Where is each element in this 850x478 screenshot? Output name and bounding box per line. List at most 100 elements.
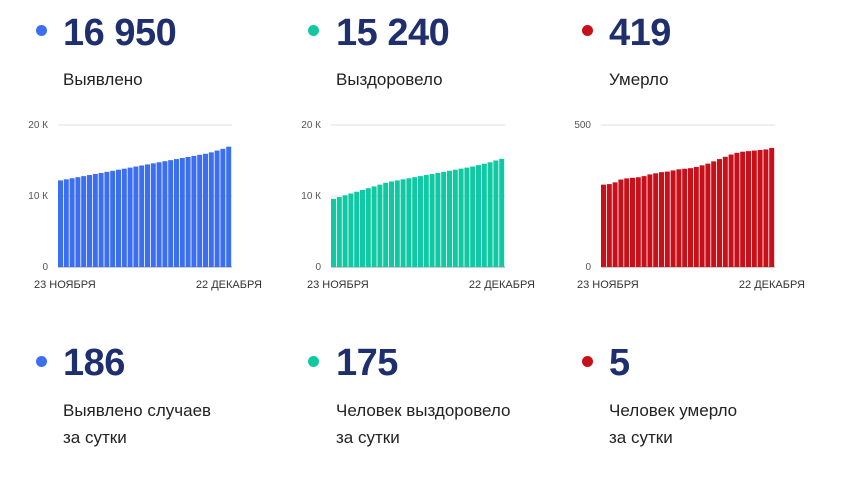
bar (612, 182, 618, 267)
bar (722, 156, 728, 267)
x-start-label: 23 НОЯБРЯ (307, 279, 369, 291)
bar (342, 195, 348, 267)
bar (606, 184, 612, 267)
bar (360, 189, 365, 267)
bar (63, 179, 69, 267)
bar (635, 177, 641, 267)
bar (168, 160, 174, 267)
bar (162, 161, 168, 267)
bar (452, 169, 458, 267)
bar (458, 168, 464, 267)
recovered-total: 15 240 (336, 12, 450, 54)
y-tick-label: 500 (574, 120, 591, 131)
y-tick-label: 20 К (28, 120, 48, 131)
bar (746, 151, 751, 267)
bar (98, 172, 104, 267)
bar (728, 154, 734, 267)
bar (618, 179, 624, 267)
x-end-label: 22 ДЕКАБРЯ (469, 279, 535, 291)
bar (69, 178, 75, 267)
recovered-label: Выздоровело (336, 70, 443, 89)
bar (116, 169, 121, 267)
bar (641, 176, 647, 267)
bar (470, 166, 476, 267)
died-total: 419 (609, 12, 671, 54)
x-end-label: 22 ДЕКАБРЯ (739, 279, 805, 291)
daily-died-value: 5 (609, 342, 630, 384)
bar (383, 182, 389, 267)
bar (174, 159, 179, 267)
bar (400, 179, 406, 267)
bar (406, 178, 412, 267)
daily-recovered-value: 175 (336, 342, 398, 384)
teal-dot-icon (308, 25, 319, 36)
bar (481, 163, 487, 267)
bar (133, 166, 139, 267)
bar (87, 175, 92, 267)
bar (75, 177, 81, 267)
bar (624, 178, 630, 267)
bar (139, 165, 145, 267)
x-start-label: 23 НОЯБРЯ (34, 279, 96, 291)
bar (371, 186, 377, 267)
bar (203, 153, 208, 267)
bar (220, 148, 226, 267)
blue-dot-icon (36, 25, 47, 36)
daily-died-label-2: за сутки (609, 428, 673, 447)
bar (447, 170, 452, 267)
bar (179, 158, 185, 267)
bar (647, 174, 653, 267)
bar (110, 170, 116, 267)
bar (336, 197, 342, 267)
bar (348, 193, 354, 267)
bar (121, 168, 127, 267)
red-dot-icon (582, 356, 593, 367)
detected-total: 16 950 (63, 12, 177, 54)
bar (441, 171, 447, 267)
bar (659, 172, 664, 267)
bar (58, 180, 63, 267)
died-label: Умерло (609, 70, 669, 89)
bar (664, 171, 670, 267)
detected-label: Выявлено (63, 70, 143, 89)
bar (394, 180, 400, 267)
bar (493, 160, 499, 267)
daily-died-label-1: Человек умерло (609, 401, 738, 420)
bar (208, 152, 214, 267)
y-tick-label: 0 (42, 262, 48, 273)
bar (156, 162, 162, 267)
bar (682, 168, 688, 267)
bar (740, 151, 746, 267)
y-tick-label: 20 К (301, 120, 321, 131)
y-tick-label: 0 (585, 262, 591, 273)
bar (499, 158, 505, 267)
bar (127, 167, 133, 267)
detected-chart: 0 10 К 20 К 23 НОЯБРЯ 22 ДЕКАБРЯ (28, 120, 262, 291)
bar (757, 149, 763, 267)
bar (197, 154, 203, 267)
bar (214, 150, 220, 267)
teal-dot-icon (308, 356, 319, 367)
bar (191, 155, 197, 267)
bar (331, 198, 336, 267)
blue-dot-icon (36, 356, 47, 367)
daily-detected-label-2: за сутки (63, 428, 127, 447)
bar (81, 176, 87, 267)
y-tick-label: 0 (315, 262, 321, 273)
bar (653, 173, 659, 267)
daily-recovered-label-1: Человек выздоровело (336, 401, 511, 420)
bar (145, 164, 150, 267)
bar (763, 149, 769, 267)
bar (418, 176, 423, 267)
daily-detected-label-1: Выявлено случаев (63, 401, 212, 420)
bar (464, 167, 470, 267)
died-chart: 0 500 23 НОЯБРЯ 22 ДЕКАБРЯ (574, 120, 805, 291)
bar (688, 168, 693, 267)
bar (751, 150, 757, 267)
bar (711, 161, 717, 267)
bar (104, 171, 110, 267)
bar (429, 173, 435, 267)
bar (435, 172, 441, 267)
y-tick-label: 10 К (301, 191, 321, 202)
bar (476, 165, 481, 267)
